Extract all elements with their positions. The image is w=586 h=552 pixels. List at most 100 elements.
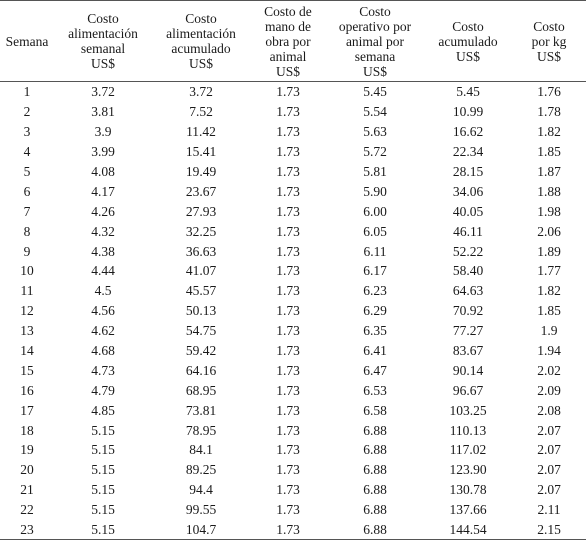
cell-mano-de-obra: 1.73 <box>276 462 300 478</box>
header-line: Costo <box>87 11 119 26</box>
table-row: 22 5.15 99.55 1.73 6.88 137.66 2.11 <box>0 500 586 520</box>
cell-semana: 11 <box>20 283 34 299</box>
table-row: 13 4.62 54.75 1.73 6.35 77.27 1.9 <box>0 321 586 341</box>
cell-semana: 17 <box>20 402 34 418</box>
header-line: semanal <box>80 41 126 56</box>
cell-alimentacion-acumulado: 7.52 <box>189 104 213 120</box>
table-row: 2 3.81 7.52 1.73 5.54 10.99 1.78 <box>0 102 586 122</box>
header-line: Costo <box>359 3 391 19</box>
cell-costo-operativo: 6.88 <box>363 462 387 478</box>
cell-costo-operativo: 6.41 <box>363 343 387 359</box>
header-costo-operativo: Costo operativo por animal por semana US$ <box>326 0 424 82</box>
cell-alimentacion-semanal: 4.79 <box>91 382 115 398</box>
cell-alimentacion-acumulado: 45.57 <box>185 283 217 299</box>
table-row: 23 5.15 104.7 1.73 6.88 144.54 2.15 <box>0 519 586 541</box>
cell-mano-de-obra: 1.73 <box>276 104 300 120</box>
cell-costo-por-kg: 2.09 <box>537 382 561 398</box>
cell-alimentacion-acumulado: 54.75 <box>185 323 217 339</box>
table-row: 15 4.73 64.16 1.73 6.47 90.14 2.02 <box>0 360 586 380</box>
cell-alimentacion-acumulado: 64.16 <box>185 362 217 378</box>
cell-costo-por-kg: 1.94 <box>537 343 561 359</box>
cell-alimentacion-acumulado: 59.42 <box>185 343 217 359</box>
cell-alimentacion-semanal: 4.85 <box>91 402 115 418</box>
cell-alimentacion-acumulado: 3.72 <box>189 84 213 100</box>
header-row: Semana Costo alimentación semanal US$ Costo al… <box>0 0 586 82</box>
cell-alimentacion-semanal: 5.15 <box>91 462 115 478</box>
cell-semana: 23 <box>0 519 54 541</box>
cell-semana: 15 <box>20 362 34 378</box>
cell-semana: 14 <box>20 343 34 359</box>
cell-costo-acumulado: 52.22 <box>452 243 484 259</box>
cell-mano-de-obra: 1.73 <box>276 382 300 398</box>
cell-mano-de-obra: 1.73 <box>276 402 300 418</box>
cell-alimentacion-semanal: 4.62 <box>91 323 115 339</box>
header-line: alimentación <box>166 26 236 41</box>
cell-alimentacion-acumulado: 89.25 <box>185 462 217 478</box>
cell-costo-por-kg: 1.85 <box>537 144 561 160</box>
cell-alimentacion-semanal: 3.9 <box>94 124 112 140</box>
cell-costo-operativo: 5.90 <box>363 183 387 199</box>
cell-alimentacion-acumulado: 32.25 <box>185 223 217 239</box>
cell-alimentacion-acumulado: 104.7 <box>152 519 250 541</box>
cell-costo-operativo: 6.35 <box>363 323 387 339</box>
cell-alimentacion-acumulado: 50.13 <box>185 303 217 319</box>
cell-alimentacion-acumulado: 41.07 <box>185 263 217 279</box>
table-row: 9 4.38 36.63 1.73 6.11 52.22 1.89 <box>0 241 586 261</box>
header-costo-por-kg: Costo por kg US$ <box>512 0 586 82</box>
cell-alimentacion-semanal: 4.38 <box>91 243 115 259</box>
cell-costo-operativo: 5.72 <box>363 144 387 160</box>
table-row: 20 5.15 89.25 1.73 6.88 123.90 2.07 <box>0 460 586 480</box>
cell-semana: 7 <box>23 203 31 219</box>
cell-costo-operativo: 6.58 <box>363 402 387 418</box>
cell-costo-por-kg: 1.87 <box>537 164 561 179</box>
cell-mano-de-obra: 1.73 <box>250 519 326 541</box>
cell-semana: 9 <box>23 243 31 259</box>
header-line: US$ <box>275 63 300 79</box>
header-line: acumulado <box>171 41 231 56</box>
cell-alimentacion-semanal: 5.15 <box>91 422 115 438</box>
cell-alimentacion-semanal: 4.44 <box>91 263 115 279</box>
cell-costo-acumulado: 90.14 <box>452 362 484 378</box>
cell-mano-de-obra: 1.73 <box>276 203 300 219</box>
cell-costo-acumulado: 34.06 <box>452 183 484 199</box>
table-row: 10 4.44 41.07 1.73 6.17 58.40 1.77 <box>0 261 586 281</box>
cell-alimentacion-acumulado: 68.95 <box>185 382 217 398</box>
cell-alimentacion-semanal: 4.32 <box>91 223 115 239</box>
cell-costo-por-kg: 1.88 <box>537 183 561 199</box>
cell-alimentacion-semanal: 5.15 <box>91 502 115 518</box>
cell-alimentacion-semanal: 4.5 <box>94 283 112 299</box>
header-line: alimentación <box>68 26 138 41</box>
cell-semana: 19 <box>20 442 34 458</box>
cell-semana: 21 <box>20 482 34 498</box>
cell-costo-operativo: 6.00 <box>363 203 387 219</box>
cell-mano-de-obra: 1.73 <box>276 263 300 279</box>
table-header: Semana Costo alimentación semanal US$ Costo al… <box>0 0 586 82</box>
table-row: 19 5.15 84.1 1.73 6.88 117.02 2.07 <box>0 440 586 460</box>
cell-costo-acumulado: 5.45 <box>456 84 480 100</box>
cell-alimentacion-acumulado: 36.63 <box>185 243 217 259</box>
cell-costo-operativo: 6.23 <box>363 283 387 299</box>
cell-costo-por-kg: 2.11 <box>537 502 561 518</box>
cell-costo-por-kg: 2.07 <box>537 422 561 438</box>
cell-alimentacion-acumulado: 78.95 <box>185 422 217 438</box>
cell-costo-por-kg: 2.06 <box>537 223 561 239</box>
header-line: mano de <box>264 18 312 34</box>
cell-alimentacion-semanal: 4.17 <box>91 183 115 199</box>
table-row: 3 3.9 11.42 1.73 5.63 16.62 1.82 <box>0 122 586 142</box>
cell-alimentacion-semanal: 4.73 <box>91 362 115 378</box>
header-line: Costo de <box>264 3 312 19</box>
cell-costo-operativo: 6.88 <box>363 502 387 518</box>
cell-costo-operativo: 6.88 <box>363 442 387 458</box>
cell-costo-por-kg: 2.07 <box>537 462 561 478</box>
cell-mano-de-obra: 1.73 <box>276 482 300 498</box>
cell-alimentacion-acumulado: 94.4 <box>189 482 213 498</box>
cell-costo-por-kg: 2.02 <box>537 362 561 378</box>
header-line: Costo <box>533 18 565 34</box>
cell-mano-de-obra: 1.73 <box>276 223 300 239</box>
cell-semana: 16 <box>20 382 34 398</box>
cell-semana: 20 <box>20 462 34 478</box>
cell-alimentacion-semanal: 5.15 <box>54 519 152 541</box>
cell-alimentacion-acumulado: 15.41 <box>185 144 217 160</box>
cell-costo-acumulado: 144.54 <box>424 519 512 541</box>
table-row: 7 4.26 27.93 1.73 6.00 40.05 1.98 <box>0 201 586 221</box>
